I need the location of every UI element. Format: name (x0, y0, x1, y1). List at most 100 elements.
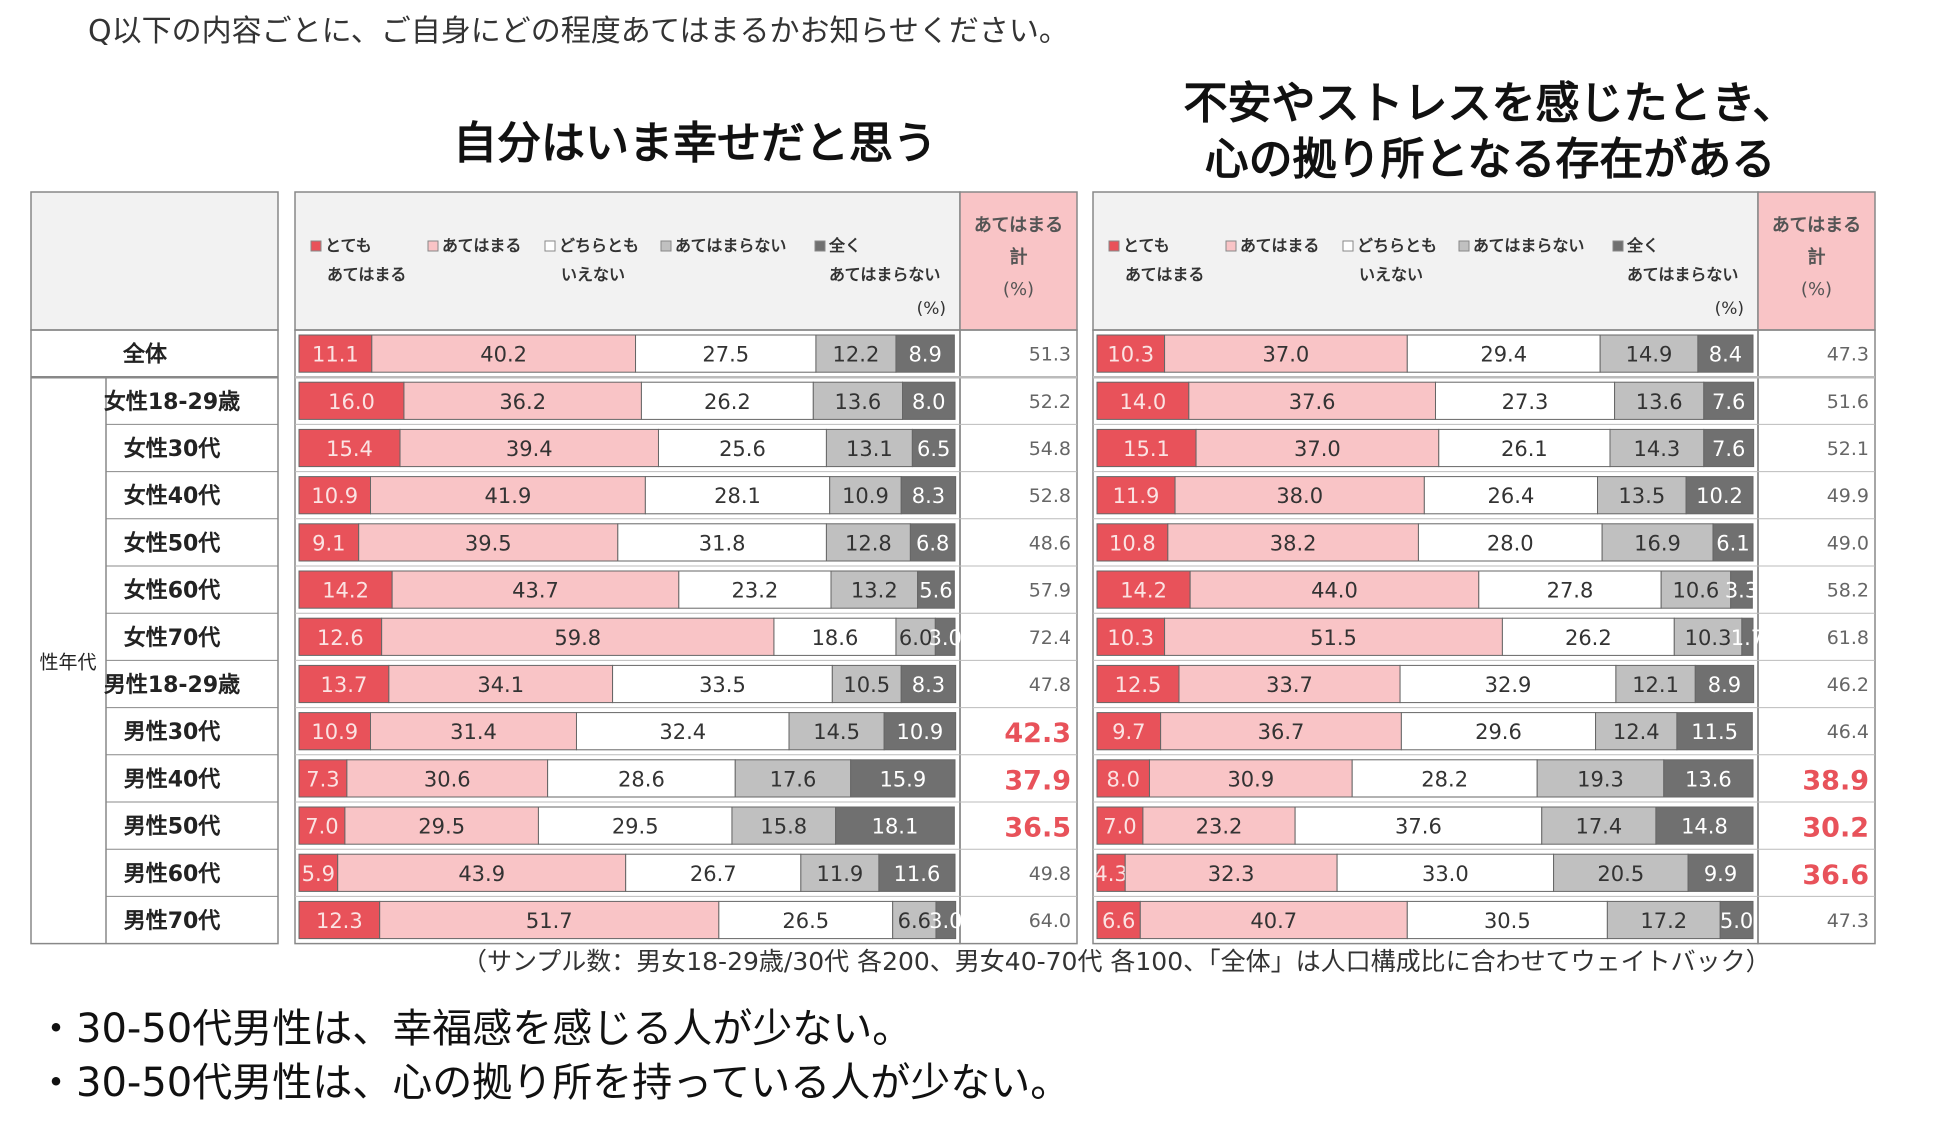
segment-value-label: 16.0 (328, 390, 375, 414)
segment-value-label: 31.4 (450, 720, 497, 744)
legend-swatch (660, 240, 672, 252)
total-value-label: 52.8 (1029, 485, 1071, 507)
segment-value-label: 37.6 (1289, 390, 1336, 414)
total-value-label: 58.2 (1827, 580, 1869, 602)
bar-segment (625, 853, 802, 892)
bar-segment (1399, 664, 1617, 704)
bar-segment (298, 712, 372, 751)
bar-segment (1741, 617, 1754, 656)
bar-segment (298, 759, 348, 798)
bar-segment (298, 617, 383, 656)
total-value-label: 72.4 (1029, 627, 1071, 649)
bar-segment (1712, 523, 1754, 562)
segment-value-label: 5.0 (1720, 909, 1753, 933)
bar-segment (1174, 476, 1425, 515)
bar-segment (547, 759, 736, 798)
bar-segment (1195, 428, 1440, 468)
bar-segment (381, 617, 775, 656)
bar-segment (883, 712, 957, 751)
total-value-label: 30.2 (1802, 813, 1869, 844)
category-label: 女性50代 (124, 530, 221, 556)
total-value-label: 57.9 (1029, 580, 1071, 602)
segment-value-label: 12.1 (1632, 673, 1679, 697)
segment-value-label: 30.5 (1484, 909, 1531, 933)
bar-segment (298, 900, 381, 940)
total-value-label: 47.3 (1827, 344, 1869, 366)
segment-value-label: 38.0 (1276, 484, 1323, 508)
bar-segment (835, 806, 955, 845)
segment-value-label: 11.9 (816, 862, 863, 886)
segment-value-label: 11.5 (1691, 720, 1738, 744)
legend-swatch (544, 240, 556, 252)
segment-value-label: 34.1 (477, 673, 524, 697)
sum-column-border (959, 329, 1078, 945)
segment-value-label: 13.2 (851, 579, 898, 603)
bar-segment (1599, 334, 1699, 373)
segment-value-label: 10.9 (897, 720, 944, 744)
bar-segment (1096, 759, 1150, 798)
bar-segment (1615, 664, 1696, 704)
segment-value-label: 12.5 (1115, 673, 1162, 697)
segment-value-label: 26.1 (1501, 437, 1548, 461)
bar-segment (934, 617, 956, 656)
bar-segment (788, 712, 885, 751)
category-table-border (30, 329, 279, 945)
segment-value-label: 8.9 (908, 343, 941, 367)
segment-value-label: 32.3 (1208, 862, 1255, 886)
segment-value-label: 7.0 (305, 815, 338, 839)
chart-title-support-line1: 不安やストレスを感じたとき、 (1183, 78, 1797, 129)
segment-value-label: 1.7 (1731, 626, 1764, 650)
bar-segment (1096, 853, 1126, 892)
segment-value-label: 17.2 (1640, 909, 1687, 933)
legend-header-cell (294, 191, 961, 331)
bar-segment (909, 523, 956, 562)
segment-value-label: 10.9 (311, 720, 358, 744)
segment-value-label: 7.0 (1103, 815, 1136, 839)
segment-value-label: 51.5 (1310, 626, 1357, 650)
percent-unit-label: (%) (1715, 299, 1744, 319)
total-value-label: 52.2 (1029, 391, 1071, 413)
segment-value-label: 36.2 (499, 390, 546, 414)
bar-segment (1148, 759, 1353, 798)
category-label: 女性60代 (124, 578, 221, 604)
category-label: 女性40代 (124, 483, 221, 509)
legend-label: どちらとも (1357, 236, 1437, 255)
total-value-label: 64.0 (1029, 910, 1071, 932)
bar-segment (1478, 570, 1662, 609)
chart-title-happiness: 自分はいま幸せだと思う (453, 118, 937, 169)
bar-segment (1096, 617, 1166, 656)
category-label: 女性30代 (124, 436, 221, 462)
percent-unit-label: (%) (917, 299, 946, 319)
bar-segment (1703, 381, 1755, 420)
category-label: 男性70代 (124, 909, 221, 934)
segment-value-label: 14.2 (322, 579, 369, 603)
category-label: 男性50代 (124, 815, 221, 840)
bar-segment (1096, 428, 1197, 468)
segment-value-label: 27.8 (1547, 579, 1594, 603)
segment-value-label: 8.0 (1107, 767, 1140, 791)
legend-label: 全く (828, 236, 861, 255)
bar-segment (1423, 476, 1599, 515)
survey-question: Q以下の内容ごとに、ご自身にどの程度あてはまるかお知らせください。 (88, 14, 1069, 49)
sum-column-border (1757, 329, 1876, 945)
segment-value-label: 14.9 (1626, 343, 1673, 367)
segment-value-label: 39.4 (506, 437, 553, 461)
total-value-label: 46.2 (1827, 674, 1869, 696)
bar-segment (900, 664, 957, 704)
segment-value-label: 3.0 (928, 626, 961, 650)
bar-segment (1188, 381, 1436, 420)
segment-value-label: 5.6 (919, 579, 952, 603)
bar-segment (617, 523, 827, 562)
segment-value-label: 8.3 (912, 673, 945, 697)
total-value-label: 54.8 (1029, 438, 1071, 460)
segment-value-label: 14.0 (1120, 390, 1167, 414)
segment-value-label: 28.1 (714, 484, 761, 508)
chart-title-support-line2: 心の拠り所となる存在がある (1204, 134, 1776, 185)
segment-value-label: 15.1 (1123, 437, 1170, 461)
segment-value-label: 29.6 (1475, 720, 1522, 744)
segment-value-label: 12.8 (845, 531, 892, 555)
segment-value-label: 9.1 (312, 531, 345, 555)
segment-value-label: 33.5 (699, 673, 746, 697)
total-value-label: 48.6 (1029, 532, 1071, 554)
segment-value-label: 38.2 (1270, 531, 1317, 555)
